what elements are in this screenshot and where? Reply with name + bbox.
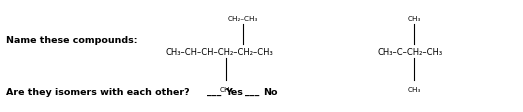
Text: Yes: Yes xyxy=(225,87,243,96)
Text: No: No xyxy=(263,87,278,96)
Text: CH₃: CH₃ xyxy=(407,15,421,21)
Text: CH₂–CH₃: CH₂–CH₃ xyxy=(228,15,258,21)
Text: CH₃: CH₃ xyxy=(219,86,233,92)
Text: CH₃–C–CH₂–CH₃: CH₃–C–CH₂–CH₃ xyxy=(378,47,443,56)
Text: ___: ___ xyxy=(207,87,221,96)
Text: CH₃: CH₃ xyxy=(407,86,421,92)
Text: CH₃–CH–CH–CH₂–CH₂–CH₃: CH₃–CH–CH–CH₂–CH₂–CH₃ xyxy=(166,47,274,56)
Text: Are they isomers with each other?: Are they isomers with each other? xyxy=(6,87,189,96)
Text: Name these compounds:: Name these compounds: xyxy=(6,36,138,45)
Text: ___: ___ xyxy=(245,87,259,96)
